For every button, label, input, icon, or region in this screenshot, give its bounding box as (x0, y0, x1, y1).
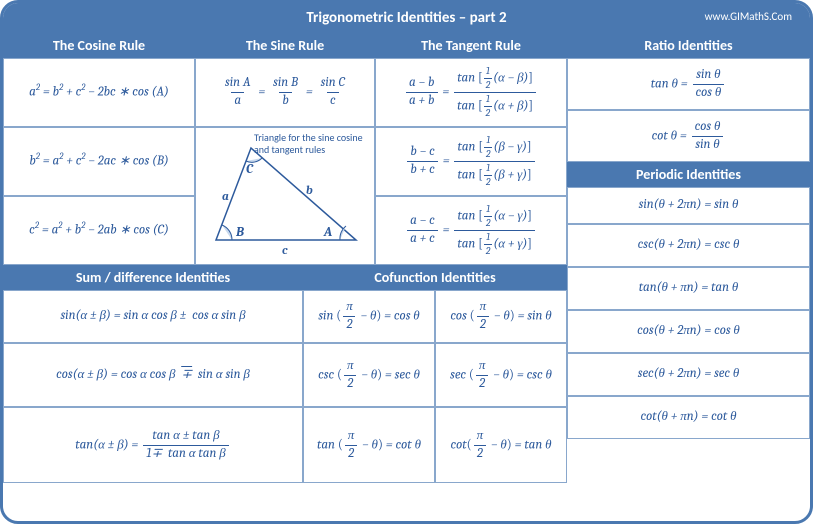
h-cosine: The Cosine Rule (3, 33, 195, 58)
cosine-3: c2 = a2 + b2 − 2ab ∗ cos (C) (3, 196, 195, 265)
triangle-caption: Triangle for the sine cosine and tangent… (254, 132, 369, 155)
ratio-tan: tan θ = sin θcos θ (567, 58, 810, 110)
identity-card: Trigonometric Identities – part 2 www.GI… (0, 0, 813, 524)
periodic-5: sec(θ + 2πn) = sec θ (567, 353, 810, 396)
cof-sec: sec (π2 − θ) = csc θ (435, 343, 567, 407)
h-ratio: Ratio Identities (567, 33, 810, 58)
h-cofunc: Cofunction Identities (303, 265, 567, 290)
sumdiff-tan: tan(α ± β) = tan α ± tan β1∓ tan α tan β (3, 407, 303, 483)
cosine-1: a2 = b2 + c2 − 2bc ∗ cos (A) (3, 58, 195, 127)
h-sine: The Sine Rule (195, 33, 375, 58)
cof-cot: cot(π2 − θ) = tan θ (435, 407, 567, 483)
sumdiff-sin: sin(α ± β) = sin α cos β ± cos α sin β (3, 290, 303, 343)
h-sumdiff: Sum / difference Identities (3, 265, 303, 290)
site-url: www.GIMathS.Com (705, 10, 792, 23)
svg-text:c: c (282, 243, 288, 257)
sumdiff-cos: cos(α ± β) = cos α cos β ∓ sin α sin β (3, 343, 303, 407)
periodic-3: tan(θ + πn) = tan θ (567, 267, 810, 310)
cosine-2: b2 = a2 + c2 − 2ac ∗ cos (B) (3, 127, 195, 196)
ratio-cot: cot θ = cos θsin θ (567, 110, 810, 162)
periodic-4: cos(θ + 2πn) = cos θ (567, 310, 810, 353)
col-cofunc: Cofunction Identities sin (π2 − θ) = cos… (303, 265, 567, 483)
bottom-row: Sum / difference Identities sin(α ± β) =… (3, 265, 567, 483)
title-bar: Trigonometric Identities – part 2 www.GI… (3, 3, 810, 33)
tangent-2: b − cb + c = tan [12(β − γ)] tan [12(β +… (375, 127, 567, 196)
col-sumdiff: Sum / difference Identities sin(α ± β) =… (3, 265, 303, 483)
svg-text:A: A (323, 225, 332, 240)
periodic-2: csc(θ + 2πn) = csc θ (567, 224, 810, 267)
periodic-1: sin(θ + 2πn) = sin θ (567, 187, 810, 224)
page-title: Trigonometric Identities – part 2 (306, 9, 506, 27)
cof-csc: csc (π2 − θ) = sec θ (303, 343, 435, 407)
sine-rule: sin Aa = sin Bb = sin Cc (195, 58, 375, 127)
svg-text:C: C (246, 162, 254, 177)
h-periodic: Periodic Identities (567, 162, 810, 187)
tangent-3: a − ca + c = tan [12(α − γ)] tan [12(α +… (375, 196, 567, 265)
triangle-diagram: Triangle for the sine cosine and tangent… (195, 127, 375, 265)
svg-text:b: b (306, 183, 313, 197)
col-right: Ratio Identities tan θ = sin θcos θ cot … (567, 33, 810, 439)
cof-cos: cos (π2 − θ) = sin θ (435, 290, 567, 343)
cof-tan: tan (π2 − θ) = cot θ (303, 407, 435, 483)
h-tangent: The Tangent Rule (375, 33, 567, 58)
svg-text:B: B (235, 225, 244, 240)
cof-sin: sin (π2 − θ) = cos θ (303, 290, 435, 343)
svg-text:a: a (222, 189, 229, 203)
tangent-1: a − ba + b = tan [12(α − β)] tan [12(α +… (375, 58, 567, 127)
periodic-6: cot(θ + πn) = cot θ (567, 396, 810, 439)
